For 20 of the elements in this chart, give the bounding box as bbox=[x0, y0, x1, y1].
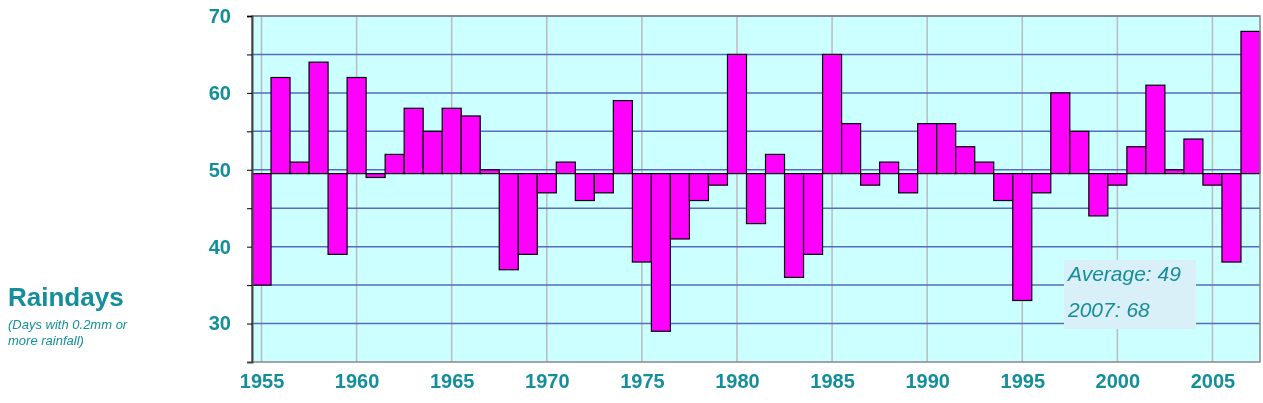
y-tick-label: 70 bbox=[208, 4, 231, 27]
x-tick-label: 1995 bbox=[1000, 370, 1046, 393]
x-tick-label: 1990 bbox=[905, 370, 950, 393]
annotation: 2007: 68 bbox=[1067, 298, 1151, 321]
text: Raindays bbox=[8, 282, 124, 312]
y-tick-label: 50 bbox=[208, 158, 231, 181]
y-tick-label: 30 bbox=[208, 312, 231, 335]
x-tick-label: 2000 bbox=[1095, 370, 1141, 393]
y-tick-label: 40 bbox=[208, 235, 231, 258]
x-tick-label: 1980 bbox=[715, 370, 760, 393]
x-tick-label: 2005 bbox=[1190, 370, 1236, 393]
text: (Days with 0.2mm or more rainfall) bbox=[8, 317, 128, 348]
x-tick-label: 1970 bbox=[525, 370, 570, 393]
annotation: Average: 49 bbox=[1066, 262, 1182, 285]
x-tick-label: 1960 bbox=[334, 370, 380, 393]
x-tick-label: 1965 bbox=[429, 370, 475, 393]
y-tick-label: 60 bbox=[208, 81, 231, 104]
x-tick-label: 1985 bbox=[810, 370, 855, 393]
x-tick-label: 1975 bbox=[620, 370, 665, 393]
x-tick-label: 1955 bbox=[239, 370, 285, 393]
